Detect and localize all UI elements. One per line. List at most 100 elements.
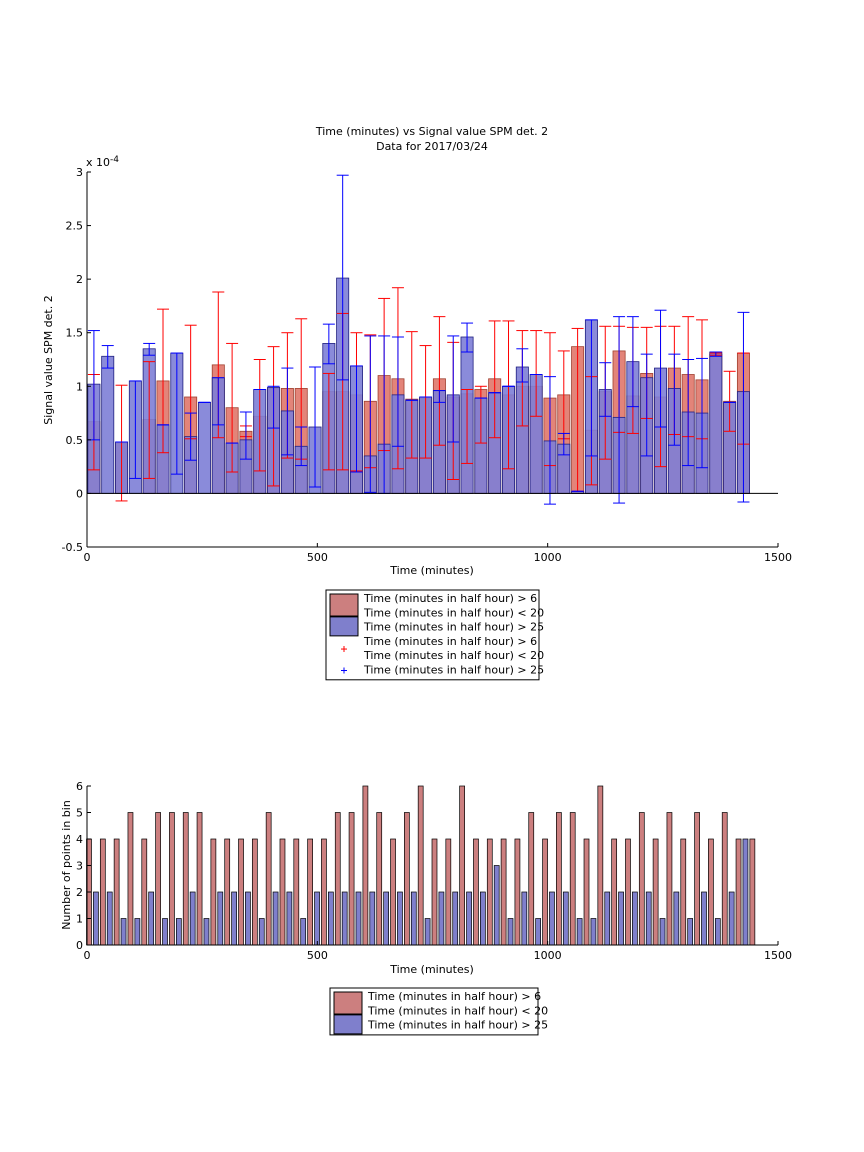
legend-entry-label: Time (minutes in half hour) < 20 [363,649,544,662]
y-tick-label: 2.5 [66,220,84,233]
legend-entry-label: Time (minutes in half hour) > 6 [363,592,537,605]
red-count-bar [514,838,521,946]
legend-box [325,589,540,681]
y-axis-label: Signal value SPM det. 2 [42,295,55,425]
blue-count-bar [134,918,141,946]
red-count-bar [486,838,493,946]
red-count-bar [224,838,231,946]
red-count-bar [210,838,217,946]
legend-entry-label: Time (minutes in half hour) < 20 [363,606,544,619]
red-count-bar [251,838,258,946]
red-count-bar [666,812,673,946]
red-count-bar [99,838,106,946]
red-count-bar [694,812,700,946]
x-tick-label: 500 [307,551,328,564]
blue-count-bar [452,891,459,946]
red-count-bar [542,838,548,946]
red-count-bar [749,838,756,946]
blue-bar [197,401,211,494]
x-tick-label: 1500 [764,949,792,962]
exponent-label: x 10-4 [86,155,119,169]
blue-count-bar [742,838,749,946]
blue-count-bar [300,918,307,946]
blue-count-bars [93,838,749,946]
red-count-bar [321,838,327,946]
legend-entry-label: Time (minutes in half hour) > 25 [363,664,544,677]
blue-count-bar [203,918,210,946]
y-tick-label: 2 [76,886,83,899]
blue-count-bar [410,891,417,946]
blue-count-bar [231,891,237,946]
red-count-bar [265,812,272,946]
blue-count-bar [562,891,569,946]
red-count-bar [362,785,369,946]
blue-count-bar [328,891,334,946]
blue-count-bar [604,891,611,946]
x-tick-label: 1000 [534,551,562,564]
axis-ticks: 0 500 1000 1500 0 1 2 3 4 5 6 [76,780,792,962]
x-tick-label: 1500 [764,551,792,564]
red-count-bar [417,785,424,946]
red-count-bar [500,838,507,946]
legend-swatch [333,991,363,1015]
red-count-bar [155,812,161,946]
blue-count-bar [355,891,362,946]
blue-count-bar [549,891,555,946]
red-count-bar [583,838,590,946]
y-tick-label: 3 [76,860,83,873]
red-count-bar [652,838,659,946]
x-axis-label: Time (minutes) [389,564,474,577]
red-count-bar [611,838,618,946]
y-tick-label: 6 [76,780,83,793]
red-count-bar [708,838,714,946]
red-count-bar [721,812,728,946]
blue-count-bar [618,891,624,946]
chart-title: Time (minutes) vs Signal value SPM det. … [315,125,548,138]
red-count-bar [334,812,341,946]
red-count-bar [348,812,355,946]
blue-count-bar [424,918,431,946]
y-tick-label: 2 [76,273,83,286]
error-bars [87,174,750,505]
legend-entry-label: Time (minutes in half hour) > 25 [367,1019,548,1032]
blue-count-bar [576,918,583,946]
chart-subtitle: Data for 2017/03/24 [376,140,488,153]
count-chart: 0 500 1000 1500 0 1 2 3 4 5 6 Time (minutes) Numbe… [60,780,792,1036]
red-count-bar [735,838,742,946]
blue-count-bar [369,891,376,946]
blue-count-bar [189,891,196,946]
y-tick-label: 0.5 [66,434,84,447]
red-count-bar [390,838,396,946]
blue-count-bar [175,918,182,946]
red-count-bar [279,838,286,946]
blue-count-bar [245,891,251,946]
blue-count-bar [148,891,155,946]
legend-swatch [333,1014,363,1035]
red-count-bar [182,812,189,946]
blue-count-bar [673,891,680,946]
legend-box [329,987,539,1036]
red-count-bar [113,838,120,946]
blue-count-bar [120,918,127,946]
red-count-bar [556,812,562,946]
blue-count-bar [258,918,265,946]
red-count-bars [86,785,756,946]
blue-count-bar [714,918,721,946]
blue-count-bar [286,891,293,946]
blue-count-bar [728,891,735,946]
y-tick-label: 1.5 [66,327,84,340]
red-count-bar [293,838,300,946]
red-count-bar [473,838,479,946]
y-tick-label: 5 [76,807,83,820]
red-count-bar [127,812,134,946]
red-count-bar [528,812,535,946]
y-tick-label: 0 [76,939,83,952]
red-count-bar [169,812,175,946]
legend-swatch [329,593,359,617]
legend-entry-label: Time (minutes in half hour) > 6 [363,635,537,648]
red-count-bar [625,838,631,946]
red-count-bar [376,812,383,946]
